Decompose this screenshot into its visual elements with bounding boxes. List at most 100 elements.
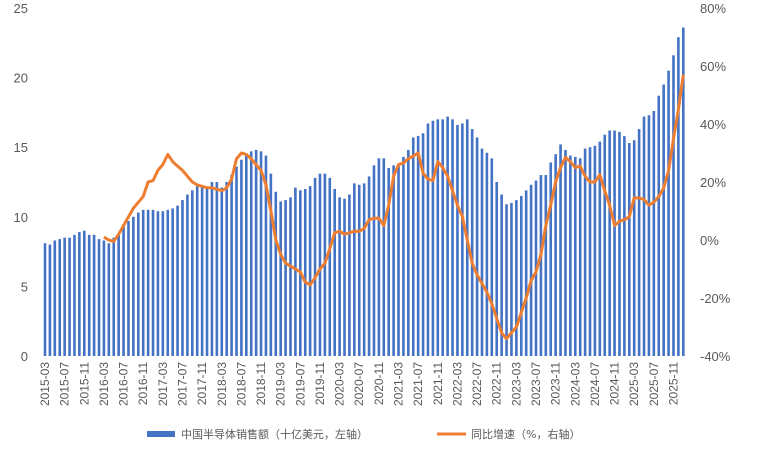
bar [289,197,292,356]
bar [284,200,287,356]
bar [357,184,361,356]
bar [200,186,204,356]
x-tick-label: 2023-07 [529,362,543,406]
bar [245,154,248,356]
x-tick-label: 2020-07 [352,362,366,406]
bar [505,204,508,356]
bar [254,149,258,356]
bar [623,136,626,356]
bar [569,155,572,356]
bar [510,202,513,356]
bar [407,149,410,356]
bar [377,158,381,356]
bar [141,209,145,356]
bar [58,239,62,356]
bar [485,152,489,356]
bar [593,145,597,356]
bar [627,143,631,356]
bar [348,194,351,356]
bar [647,115,651,357]
bar [362,183,366,356]
bar [117,233,120,356]
bar [191,190,194,356]
bar [97,239,101,356]
bar [146,209,150,356]
right-tick-label: 40% [700,117,726,132]
x-tick-label: 2025-07 [647,362,661,406]
x-tick-label: 2023-11 [549,362,563,405]
bar [524,190,528,356]
bar [343,198,346,356]
bar [318,173,322,356]
bar [672,55,675,356]
bar [274,191,278,356]
bar [112,237,116,356]
bar [662,84,665,356]
bar [657,95,661,357]
bar [240,159,243,356]
right-tick-label: 20% [700,175,726,190]
right-tick-label: 0% [700,233,719,248]
bar [215,182,219,356]
left-tick-label: 20 [14,71,28,86]
x-tick-label: 2024-11 [608,362,622,405]
bar [181,200,184,356]
bar [73,234,76,356]
bar [78,232,81,356]
x-tick-label: 2015-11 [77,362,91,405]
bar [564,149,567,356]
bar [461,123,464,356]
bar [92,234,96,356]
bar [176,205,179,356]
bar [652,111,656,357]
bar [583,148,587,356]
bar [421,133,425,356]
bar [682,27,685,356]
bar [642,116,646,357]
x-tick-label: 2015-07 [58,362,72,406]
bar [328,177,332,356]
bar [68,237,71,356]
x-tick-label: 2025-11 [666,362,680,405]
bar [171,208,174,356]
bar [559,144,562,356]
bar [372,165,376,356]
bar [102,240,106,356]
bar [48,244,52,356]
x-tick-label: 2022-07 [470,362,484,406]
right-axis: -40% -20% 0% 20% 40% 60% 80% [700,1,731,364]
bar [303,188,307,356]
bar [264,155,268,356]
bar [549,162,553,356]
bar [230,175,233,356]
legend-line-label: 同比增速（%，右轴） [471,427,580,441]
x-tick-label: 2019-11 [313,362,327,405]
yoy-line [103,74,685,341]
bar [608,130,611,356]
left-tick-label: 15 [14,140,28,155]
left-tick-label: 10 [14,210,28,225]
legend-bar-label: 中国半导体销售额（十亿美元，左轴） [181,427,368,441]
bar [367,176,371,356]
bar [87,234,91,356]
bar [578,158,582,356]
bar [151,209,155,356]
x-tick-label: 2017-03 [156,362,170,406]
bar [451,119,454,356]
bar [402,156,405,356]
bar [515,200,518,356]
bar [519,195,523,356]
x-tick-label: 2023-03 [509,362,523,406]
bar [269,173,273,356]
bar [416,136,420,356]
x-tick-label: 2019-07 [293,362,307,406]
x-tick-label: 2017-11 [195,362,209,405]
left-axis: 0 5 10 15 20 25 [14,1,28,364]
x-tick-label: 2017-07 [175,362,189,406]
bar [156,211,160,356]
bar [107,243,111,356]
bar [210,182,214,356]
bar [249,151,253,356]
x-tick-label: 2021-07 [411,362,425,406]
